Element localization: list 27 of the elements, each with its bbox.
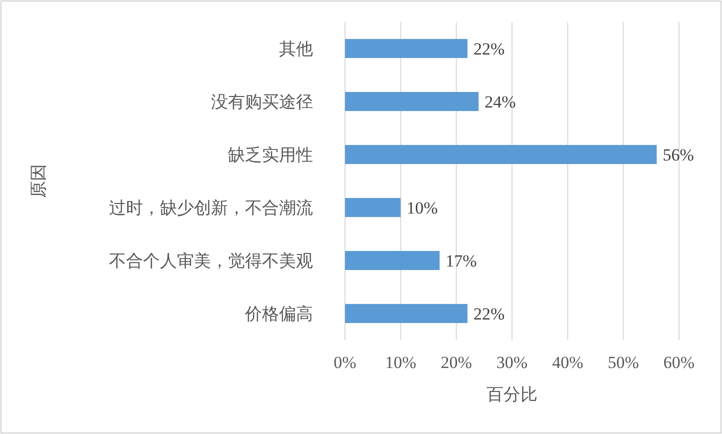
data-label: 56% (662, 146, 694, 164)
bar (345, 92, 479, 112)
bar (345, 38, 468, 58)
x-tick-label: 50% (608, 353, 639, 372)
bar (345, 144, 657, 164)
bar (345, 304, 468, 324)
x-tick-label: 20% (440, 353, 472, 372)
x-tick-label: 0% (334, 353, 356, 372)
x-axis-title: 百分比 (486, 385, 538, 404)
x-tick-label: 60% (663, 353, 695, 372)
bar (345, 198, 401, 218)
data-label: 10% (406, 198, 438, 218)
y-axis-title: 原因 (29, 164, 48, 198)
y-tick-label: 其他 (279, 40, 313, 58)
data-label: 24% (484, 92, 516, 112)
y-tick-label: 不合个人审美，觉得不美观 (109, 252, 313, 270)
data-label: 22% (473, 40, 505, 58)
data-label: 22% (473, 304, 505, 324)
y-tick-label: 过时，缺少创新，不合潮流 (109, 198, 313, 218)
x-tick-label: 30% (496, 353, 528, 372)
x-tick-label: 10% (385, 353, 416, 372)
data-label: 17% (446, 252, 477, 270)
y-tick-label: 缺乏实用性 (228, 146, 313, 164)
bar (345, 250, 440, 270)
y-tick-label: 价格偏高 (244, 304, 313, 324)
x-tick-label: 40% (552, 353, 584, 372)
y-tick-label: 没有购买途径 (211, 92, 313, 112)
